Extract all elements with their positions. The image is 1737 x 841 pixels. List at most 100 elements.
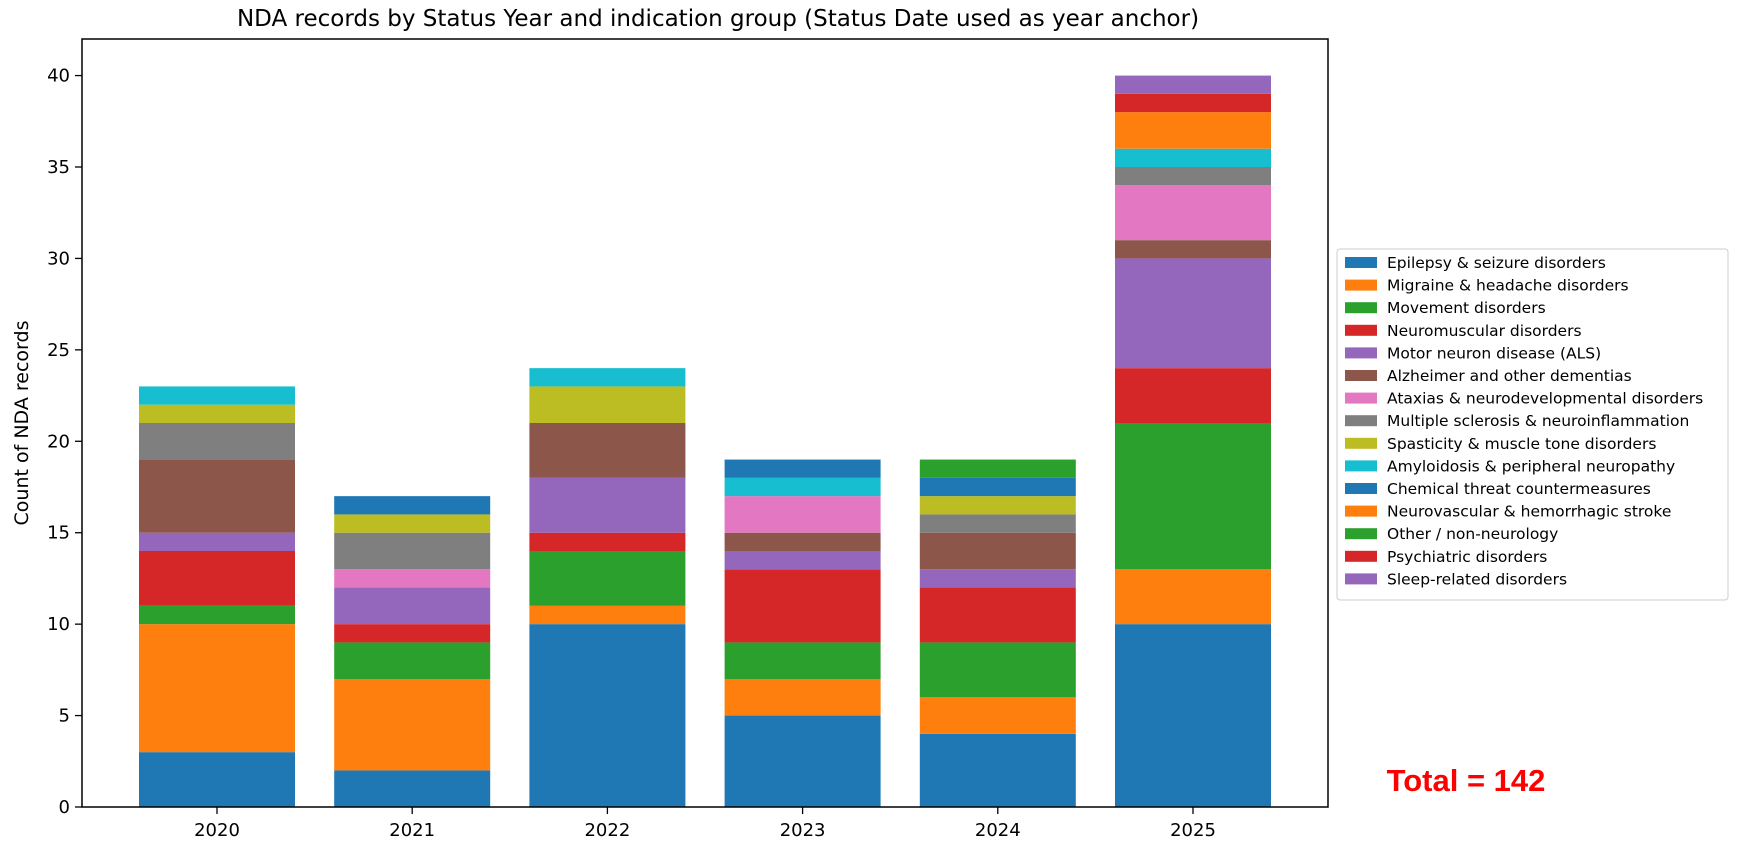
x-tick-label: 2025 bbox=[1170, 820, 1216, 841]
legend-label: Movement disorders bbox=[1387, 299, 1546, 317]
bar-segment bbox=[1115, 368, 1271, 423]
bar-segment bbox=[334, 587, 491, 625]
y-tick-label: 10 bbox=[47, 614, 70, 635]
legend-swatch bbox=[1345, 324, 1377, 336]
bar-segment bbox=[724, 459, 881, 478]
y-axis: 0 5 10 15 20 25 30 35 40 bbox=[47, 66, 82, 818]
bar-segment bbox=[334, 514, 491, 533]
bar-segment bbox=[1115, 112, 1271, 149]
bar-segment bbox=[919, 569, 1076, 588]
legend: Epilepsy & seizure disorders Migraine & h… bbox=[1336, 248, 1729, 601]
bar-segment bbox=[334, 569, 491, 588]
legend-swatch bbox=[1345, 370, 1377, 381]
bar-segment bbox=[1115, 185, 1271, 241]
bar-segment bbox=[919, 733, 1076, 807]
bar-segment bbox=[529, 477, 686, 533]
bar-segment bbox=[334, 624, 491, 643]
y-tick-label: 0 bbox=[59, 797, 70, 818]
legend-label: Ataxias & neurodevelopmental disorders bbox=[1387, 390, 1703, 408]
legend-swatch bbox=[1345, 573, 1377, 585]
total-annotation: Total = 142 bbox=[1387, 763, 1546, 798]
bar-segment bbox=[334, 496, 491, 515]
bar-segment bbox=[724, 477, 881, 497]
x-tick-label: 2024 bbox=[975, 820, 1021, 841]
y-axis-label: Count of NDA records bbox=[11, 321, 33, 526]
legend-swatch bbox=[1345, 302, 1377, 314]
legend-label: Neurovascular & hemorrhagic stroke bbox=[1387, 503, 1671, 521]
legend-swatch bbox=[1345, 279, 1377, 291]
legend-box bbox=[1336, 248, 1729, 601]
bar-segment bbox=[1115, 258, 1271, 369]
bar-segment bbox=[919, 514, 1076, 533]
y-tick-label: 35 bbox=[47, 157, 70, 178]
bar-segment bbox=[139, 551, 295, 606]
legend-label: Chemical threat countermeasures bbox=[1387, 480, 1651, 498]
bar-segment bbox=[139, 752, 295, 807]
legend-swatch bbox=[1345, 528, 1377, 540]
bar-segment bbox=[139, 532, 295, 551]
legend-swatch bbox=[1345, 550, 1377, 562]
bar-segment bbox=[919, 532, 1076, 570]
legend-swatch bbox=[1345, 437, 1377, 449]
bar-segment bbox=[1115, 75, 1271, 94]
legend-label: Spasticity & muscle tone disorders bbox=[1387, 435, 1656, 453]
bar-segment bbox=[724, 642, 881, 679]
bar-segment bbox=[139, 459, 295, 533]
x-tick-label: 2020 bbox=[194, 820, 240, 841]
legend-swatch bbox=[1345, 460, 1377, 472]
bar-segment bbox=[1115, 167, 1271, 186]
legend-label: Alzheimer and other dementias bbox=[1387, 367, 1632, 385]
bar-segment bbox=[529, 368, 686, 387]
y-tick-label: 25 bbox=[47, 340, 70, 361]
bar-segment bbox=[1115, 569, 1271, 625]
bar-segment bbox=[724, 679, 881, 716]
legend-swatch bbox=[1345, 347, 1377, 359]
bar-segment bbox=[1115, 624, 1271, 807]
y-tick-label: 30 bbox=[47, 248, 70, 269]
bar-segment bbox=[139, 404, 295, 423]
legend-label: Psychiatric disorders bbox=[1387, 548, 1547, 566]
bar-segment bbox=[919, 496, 1076, 515]
bar-segment bbox=[334, 532, 491, 570]
bar-segment bbox=[139, 624, 295, 753]
bars-layer bbox=[139, 75, 1271, 807]
bar-segment bbox=[1115, 93, 1271, 113]
legend-label: Neuromuscular disorders bbox=[1387, 322, 1582, 340]
bar-segment bbox=[529, 624, 686, 807]
legend-label: Epilepsy & seizure disorders bbox=[1387, 254, 1606, 272]
bar-segment bbox=[1115, 240, 1271, 259]
bar-segment bbox=[1115, 148, 1271, 167]
legend-label: Motor neuron disease (ALS) bbox=[1387, 344, 1601, 362]
chart-title: NDA records by Status Year and indicatio… bbox=[237, 6, 1199, 32]
legend-swatch bbox=[1345, 505, 1377, 517]
bar-segment bbox=[1115, 423, 1271, 570]
plot-frame bbox=[81, 38, 1329, 808]
bar-segment bbox=[919, 587, 1076, 643]
legend-label: Multiple sclerosis & neuroinflammation bbox=[1387, 412, 1689, 430]
y-tick-label: 15 bbox=[47, 523, 70, 544]
legend-swatch bbox=[1345, 415, 1377, 427]
bar-segment bbox=[529, 605, 686, 625]
bar-segment bbox=[529, 532, 686, 551]
bar-segment bbox=[724, 715, 881, 807]
legend-label: Amyloidosis & peripheral neuropathy bbox=[1387, 457, 1675, 475]
bar-segment bbox=[724, 496, 881, 533]
y-tick-label: 40 bbox=[47, 66, 70, 87]
bar-segment bbox=[919, 477, 1076, 497]
legend-swatch bbox=[1345, 483, 1377, 494]
x-tick-label: 2023 bbox=[780, 820, 826, 841]
legend-swatch bbox=[1345, 257, 1377, 268]
bar-segment bbox=[724, 569, 881, 643]
y-tick-label: 20 bbox=[47, 431, 70, 452]
x-tick-label: 2022 bbox=[584, 820, 630, 841]
bar-segment bbox=[139, 423, 295, 460]
bar-segment bbox=[919, 642, 1076, 698]
bar-segment bbox=[529, 386, 686, 423]
bar-segment bbox=[139, 605, 295, 625]
legend-label: Migraine & headache disorders bbox=[1387, 277, 1629, 295]
legend-label: Sleep-related disorders bbox=[1387, 570, 1567, 588]
bar-segment bbox=[919, 459, 1076, 478]
bar-segment bbox=[139, 386, 295, 405]
y-tick-label: 5 bbox=[59, 706, 70, 727]
